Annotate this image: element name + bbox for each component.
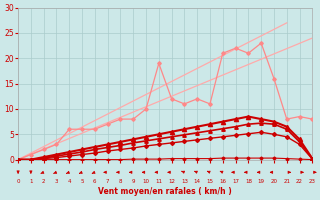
X-axis label: Vent moyen/en rafales ( km/h ): Vent moyen/en rafales ( km/h ) (98, 187, 232, 196)
